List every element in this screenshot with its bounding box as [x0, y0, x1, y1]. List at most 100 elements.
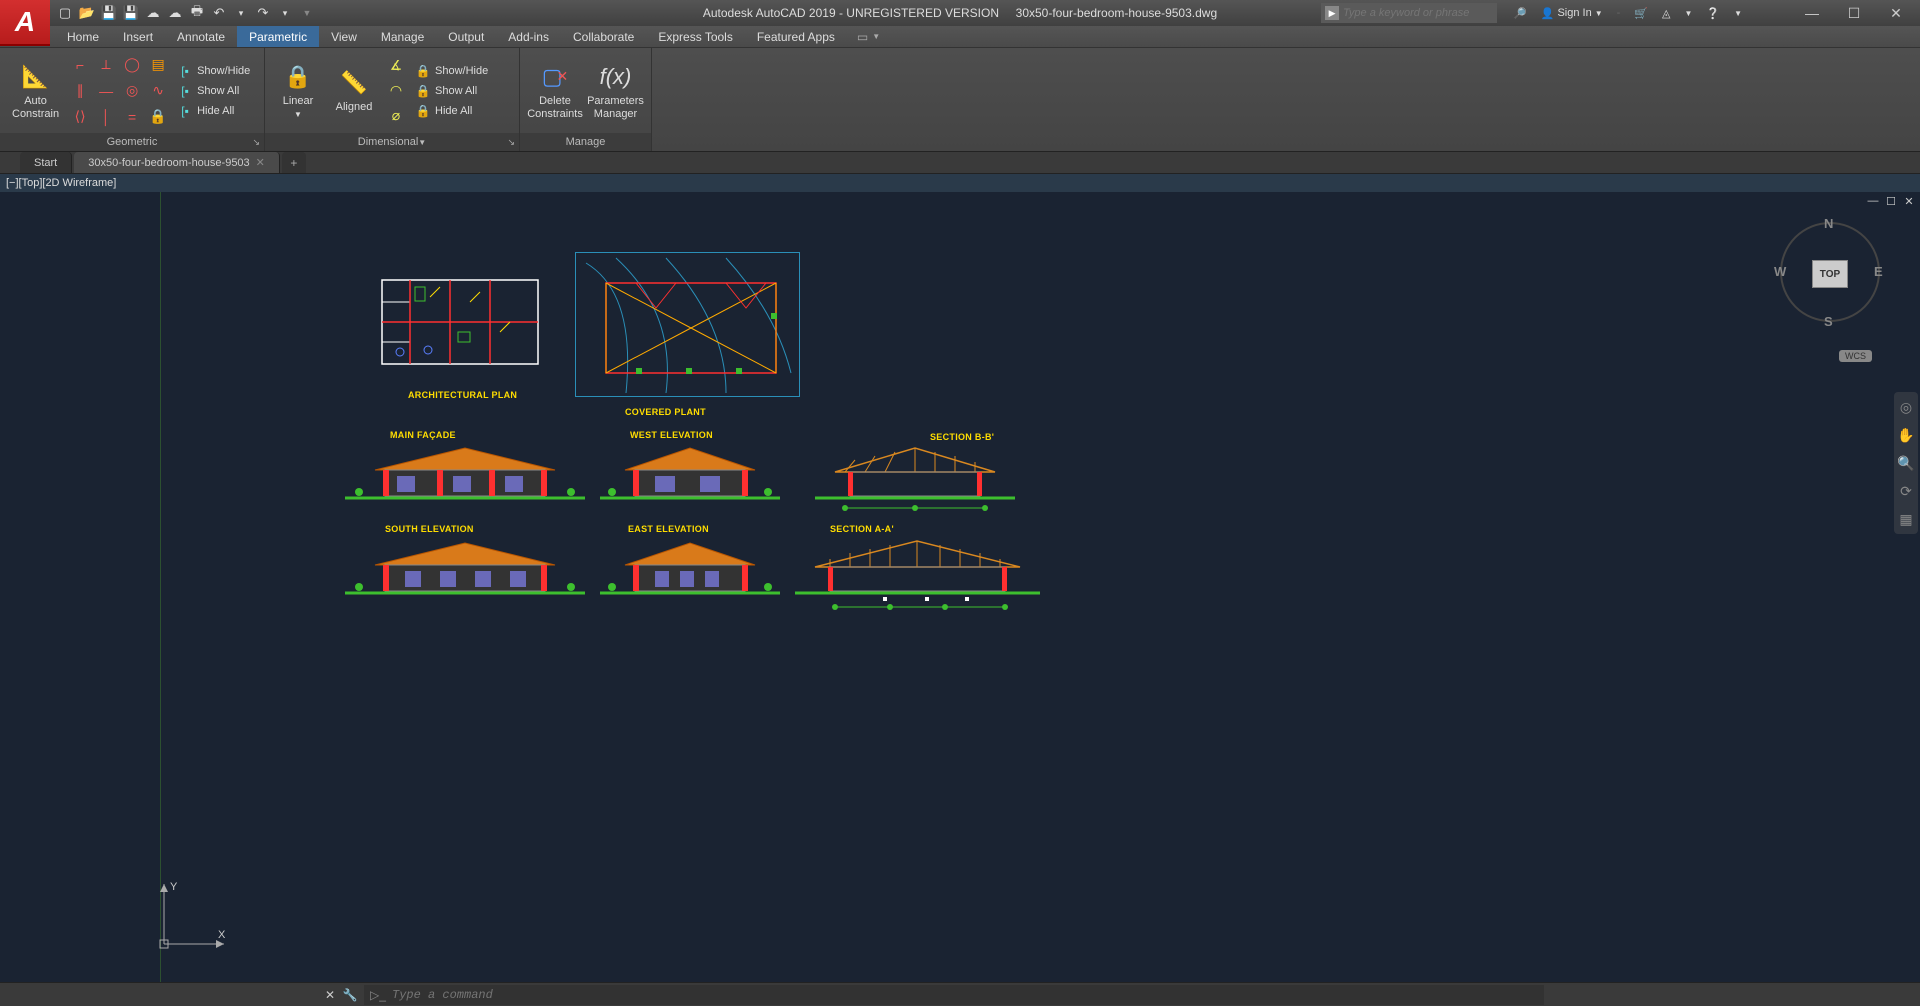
drawing-area[interactable]: — ☐ ✕ N S W E TOP WCS ◎ ✋ 🔍 ⟳ ▦ ARCHITEC… [0, 192, 1920, 982]
panel-geometric-title[interactable]: Geometric↘ [0, 133, 264, 151]
exchange-icon[interactable]: 🛒 [1628, 5, 1654, 22]
tab-express-tools[interactable]: Express Tools [646, 26, 744, 47]
minimize-button[interactable]: — [1792, 2, 1832, 24]
viewcube-e[interactable]: E [1874, 264, 1883, 279]
vp-minimize-icon[interactable]: — [1866, 194, 1880, 208]
tab-featured-apps[interactable]: Featured Apps [745, 26, 847, 47]
viewport-label[interactable]: [−][Top][2D Wireframe] [0, 174, 1920, 192]
vp-maximize-icon[interactable]: ☐ [1884, 194, 1898, 208]
showmotion-icon[interactable]: ▦ [1897, 510, 1915, 528]
vp-close-icon[interactable]: ✕ [1902, 194, 1916, 208]
file-tab-drawing[interactable]: 30x50-four-bedroom-house-9503 ✕ [74, 152, 280, 173]
geom-show-hide-button[interactable]: [▪Show/Hide [175, 62, 252, 80]
tab-view[interactable]: View [319, 26, 369, 47]
concentric-icon[interactable]: ◎ [121, 80, 143, 102]
file-tab-start[interactable]: Start [20, 152, 72, 173]
qat-dropdown-icon[interactable]: ▾ [232, 4, 250, 22]
label-south-elev: SOUTH ELEVATION [385, 524, 474, 534]
panel-toggle-dropdown-icon[interactable]: ▼ [872, 32, 880, 41]
command-input[interactable] [392, 988, 1538, 1002]
infocenter-icon[interactable]: 🔎 [1507, 5, 1533, 22]
viewcube-w[interactable]: W [1774, 264, 1786, 279]
redo-icon[interactable]: ↷ [254, 4, 272, 22]
plot-icon[interactable]: 🖶 [188, 4, 206, 22]
horizontal-icon[interactable]: — [95, 80, 117, 102]
ribbon-tabs: Home Insert Annotate Parametric View Man… [0, 26, 1920, 48]
panel-manage-title: Manage [520, 133, 651, 151]
qat-dropdown2-icon[interactable]: ▾ [276, 4, 294, 22]
tab-parametric[interactable]: Parametric [237, 26, 319, 47]
tab-annotate[interactable]: Annotate [165, 26, 237, 47]
a360-icon[interactable]: ◬ [1656, 5, 1676, 22]
cloud-open-icon[interactable]: ☁ [144, 4, 162, 22]
navigation-bar: ◎ ✋ 🔍 ⟳ ▦ [1894, 392, 1918, 534]
viewport-controls: — ☐ ✕ [1866, 194, 1916, 208]
help-dropdown-icon[interactable]: ▼ [1728, 7, 1748, 20]
panel-toggle-icon[interactable]: ▭ [857, 30, 868, 44]
geom-hide-all-button[interactable]: [▪Hide All [175, 102, 252, 120]
linear-button[interactable]: 🔒 Linear▼ [273, 59, 323, 122]
cloud-save-icon[interactable]: ☁ [166, 4, 184, 22]
panel-dimensional-title[interactable]: Dimensional ▼↘ [265, 133, 519, 151]
smooth-icon[interactable]: ∿ [147, 80, 169, 102]
a360-dropdown-icon[interactable]: ▼ [1678, 7, 1698, 20]
app-menu-button[interactable]: A [0, 0, 50, 46]
zoom-extents-icon[interactable]: 🔍 [1897, 454, 1915, 472]
search-input[interactable] [1343, 7, 1493, 19]
elev-south [345, 537, 585, 601]
equal-icon[interactable]: = [121, 106, 143, 128]
auto-constrain-icon: 📐 [20, 61, 52, 93]
maximize-button[interactable]: ☐ [1834, 2, 1874, 24]
search-box[interactable]: ▶ [1321, 3, 1497, 23]
dim-show-hide-button[interactable]: 🔒Show/Hide [413, 62, 490, 80]
viewcube-s[interactable]: S [1824, 314, 1833, 329]
dim-angular-icon[interactable]: ∡ [385, 55, 407, 77]
delete-constraints-button[interactable]: ▢✕ Delete Constraints [528, 59, 582, 122]
coincident-icon[interactable]: ⌐ [69, 54, 91, 76]
aligned-button[interactable]: 📏 Aligned [329, 65, 379, 116]
orbit-icon[interactable]: ⟳ [1897, 482, 1915, 500]
parallel-icon[interactable]: ∥ [69, 80, 91, 102]
parameters-manager-button[interactable]: f(x) Parameters Manager [588, 59, 643, 122]
auto-constrain-button[interactable]: 📐 Auto Constrain [8, 59, 63, 122]
tab-addins[interactable]: Add-ins [496, 26, 561, 47]
cmd-customize-icon[interactable]: 🔧 [342, 987, 358, 1003]
dialog-launcher-icon[interactable]: ↘ [252, 137, 260, 148]
help-icon[interactable]: ❔ [1700, 5, 1726, 22]
viewcube[interactable]: N S W E TOP WCS [1770, 212, 1890, 362]
new-tab-button[interactable]: + [282, 152, 306, 173]
viewcube-n[interactable]: N [1824, 216, 1833, 231]
viewcube-top[interactable]: TOP [1812, 260, 1848, 288]
new-icon[interactable]: ▢ [56, 4, 74, 22]
steering-wheel-icon[interactable]: ◎ [1897, 398, 1915, 416]
open-icon[interactable]: 📂 [78, 4, 96, 22]
tab-manage[interactable]: Manage [369, 26, 436, 47]
geometric-visibility: [▪Show/Hide [▪Show All [▪Hide All [175, 62, 252, 120]
pan-icon[interactable]: ✋ [1897, 426, 1915, 444]
tab-output[interactable]: Output [436, 26, 496, 47]
qat-more-icon[interactable]: ▼ [298, 4, 316, 22]
symmetric-icon[interactable]: ⟨⟩ [69, 106, 91, 128]
dim-show-all-button[interactable]: 🔒Show All [413, 82, 490, 100]
dim-radius-icon[interactable]: ◠ [385, 80, 407, 102]
undo-icon[interactable]: ↶ [210, 4, 228, 22]
perpendicular-icon[interactable]: ⟂ [95, 54, 117, 76]
tab-insert[interactable]: Insert [111, 26, 165, 47]
vertical-icon[interactable]: │ [95, 106, 117, 128]
collinear-icon[interactable]: ▤ [147, 54, 169, 76]
saveas-icon[interactable]: 💾 [122, 4, 140, 22]
dialog-launcher-icon[interactable]: ↘ [507, 137, 515, 148]
dim-hide-all-button[interactable]: 🔒Hide All [413, 102, 490, 120]
tab-close-icon[interactable]: ✕ [256, 156, 265, 169]
cmd-close-icon[interactable]: ✕ [322, 987, 338, 1003]
tab-collaborate[interactable]: Collaborate [561, 26, 646, 47]
dim-diameter-icon[interactable]: ⌀ [385, 105, 407, 127]
fix-icon[interactable]: 🔒 [147, 106, 169, 128]
geom-show-all-button[interactable]: [▪Show All [175, 82, 252, 100]
close-button[interactable]: ✕ [1876, 2, 1916, 24]
tab-home[interactable]: Home [55, 26, 111, 47]
sign-in-button[interactable]: 👤 Sign In ▼ [1535, 5, 1609, 22]
tangent-icon[interactable]: ◯ [121, 54, 143, 76]
save-icon[interactable]: 💾 [100, 4, 118, 22]
wcs-badge[interactable]: WCS [1839, 350, 1872, 362]
